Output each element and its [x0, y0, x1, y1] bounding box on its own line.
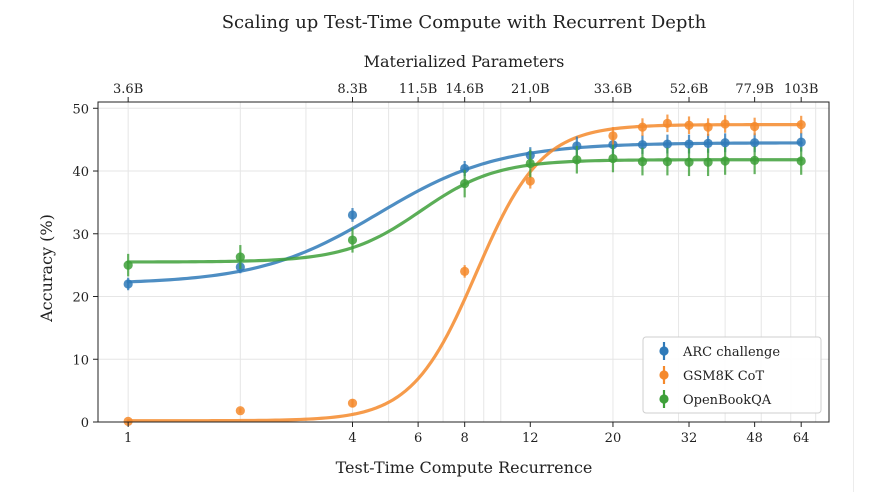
data-point — [608, 153, 618, 164]
legend-marker — [659, 394, 669, 404]
data-point — [608, 131, 618, 141]
data-point — [720, 156, 730, 166]
data-point — [347, 398, 358, 408]
data-point — [750, 138, 760, 148]
data-point — [662, 118, 673, 128]
data-point — [637, 140, 648, 150]
plot-frame — [97, 101, 830, 423]
data-point — [637, 157, 648, 167]
data-point — [123, 279, 133, 289]
legend-label: GSM8K CoT — [683, 369, 764, 384]
y-tick-label: 40 — [72, 165, 89, 180]
legend-label: ARC challenge — [682, 345, 780, 360]
data-point — [347, 235, 358, 245]
top-tick-label: 103B — [784, 82, 818, 97]
data-point — [684, 139, 694, 149]
data-point — [662, 139, 673, 149]
chart-title: Scaling up Test-Time Compute with Recurr… — [222, 12, 707, 33]
data-point — [796, 156, 806, 166]
x-tick-label: 8 — [461, 431, 469, 446]
x-tick-label: 20 — [605, 431, 622, 446]
tick-layer: 1 4 6 8 12 20 32 48 64 3.6B 8.3B 11.5B 14.6B 21.0B 33.… — [72, 82, 818, 446]
y-tick-label: 0 — [81, 416, 89, 431]
data-point — [720, 138, 730, 148]
data-point — [684, 157, 694, 167]
x-tick-label: 32 — [681, 431, 698, 446]
y-axis-title: Accuracy (%) — [37, 214, 56, 323]
data-point — [572, 155, 582, 165]
data-point — [347, 210, 358, 220]
top-tick-label: 52.6B — [670, 82, 709, 97]
top-tick-label: 11.5B — [399, 82, 438, 97]
x-tick-label: 1 — [124, 431, 132, 446]
data-point — [637, 122, 648, 132]
x-tick-label: 6 — [414, 431, 422, 446]
data-point — [460, 178, 470, 189]
data-point — [796, 119, 806, 130]
top-tick-label: 3.6B — [113, 82, 143, 97]
data-point — [703, 157, 713, 167]
data-point — [703, 122, 713, 132]
top-tick-label: 21.0B — [511, 82, 550, 97]
data-point — [460, 163, 470, 174]
top-tick-label: 8.3B — [337, 82, 367, 97]
data-point — [750, 155, 760, 165]
data-point — [525, 176, 535, 186]
data-point — [720, 119, 730, 129]
data-point — [703, 138, 713, 149]
page-edge-rule — [853, 0, 854, 492]
x-tick-label: 48 — [746, 431, 763, 446]
data-point — [123, 260, 133, 270]
data-point — [750, 121, 760, 132]
top-tick-label: 33.6B — [594, 82, 633, 97]
legend: ARC challenge GSM8K CoT OpenBookQA — [642, 336, 822, 414]
x-tick-label: 64 — [793, 431, 810, 446]
y-tick-label: 50 — [72, 102, 89, 117]
y-tick-label: 10 — [72, 353, 89, 368]
top-axis-title: Materialized Parameters — [364, 52, 565, 71]
data-point — [460, 266, 470, 277]
data-point — [684, 120, 694, 130]
x-tick-label: 4 — [348, 431, 356, 446]
data-point-layer — [123, 114, 806, 426]
data-point — [235, 406, 245, 416]
x-axis-title: Test-Time Compute Recurrence — [336, 458, 593, 477]
data-point — [525, 158, 535, 169]
y-tick-label: 30 — [72, 228, 89, 243]
data-point — [123, 416, 133, 426]
legend-marker — [659, 370, 669, 380]
data-point — [235, 252, 245, 262]
top-tick-label: 77.9B — [735, 82, 774, 97]
x-tick-label: 12 — [522, 431, 539, 446]
legend-marker — [659, 346, 669, 356]
data-point — [796, 137, 806, 147]
top-tick-label: 14.6B — [445, 82, 484, 97]
data-point — [662, 157, 673, 167]
legend-box — [642, 336, 822, 414]
y-tick-label: 20 — [72, 291, 89, 306]
legend-label: OpenBookQA — [683, 393, 772, 408]
